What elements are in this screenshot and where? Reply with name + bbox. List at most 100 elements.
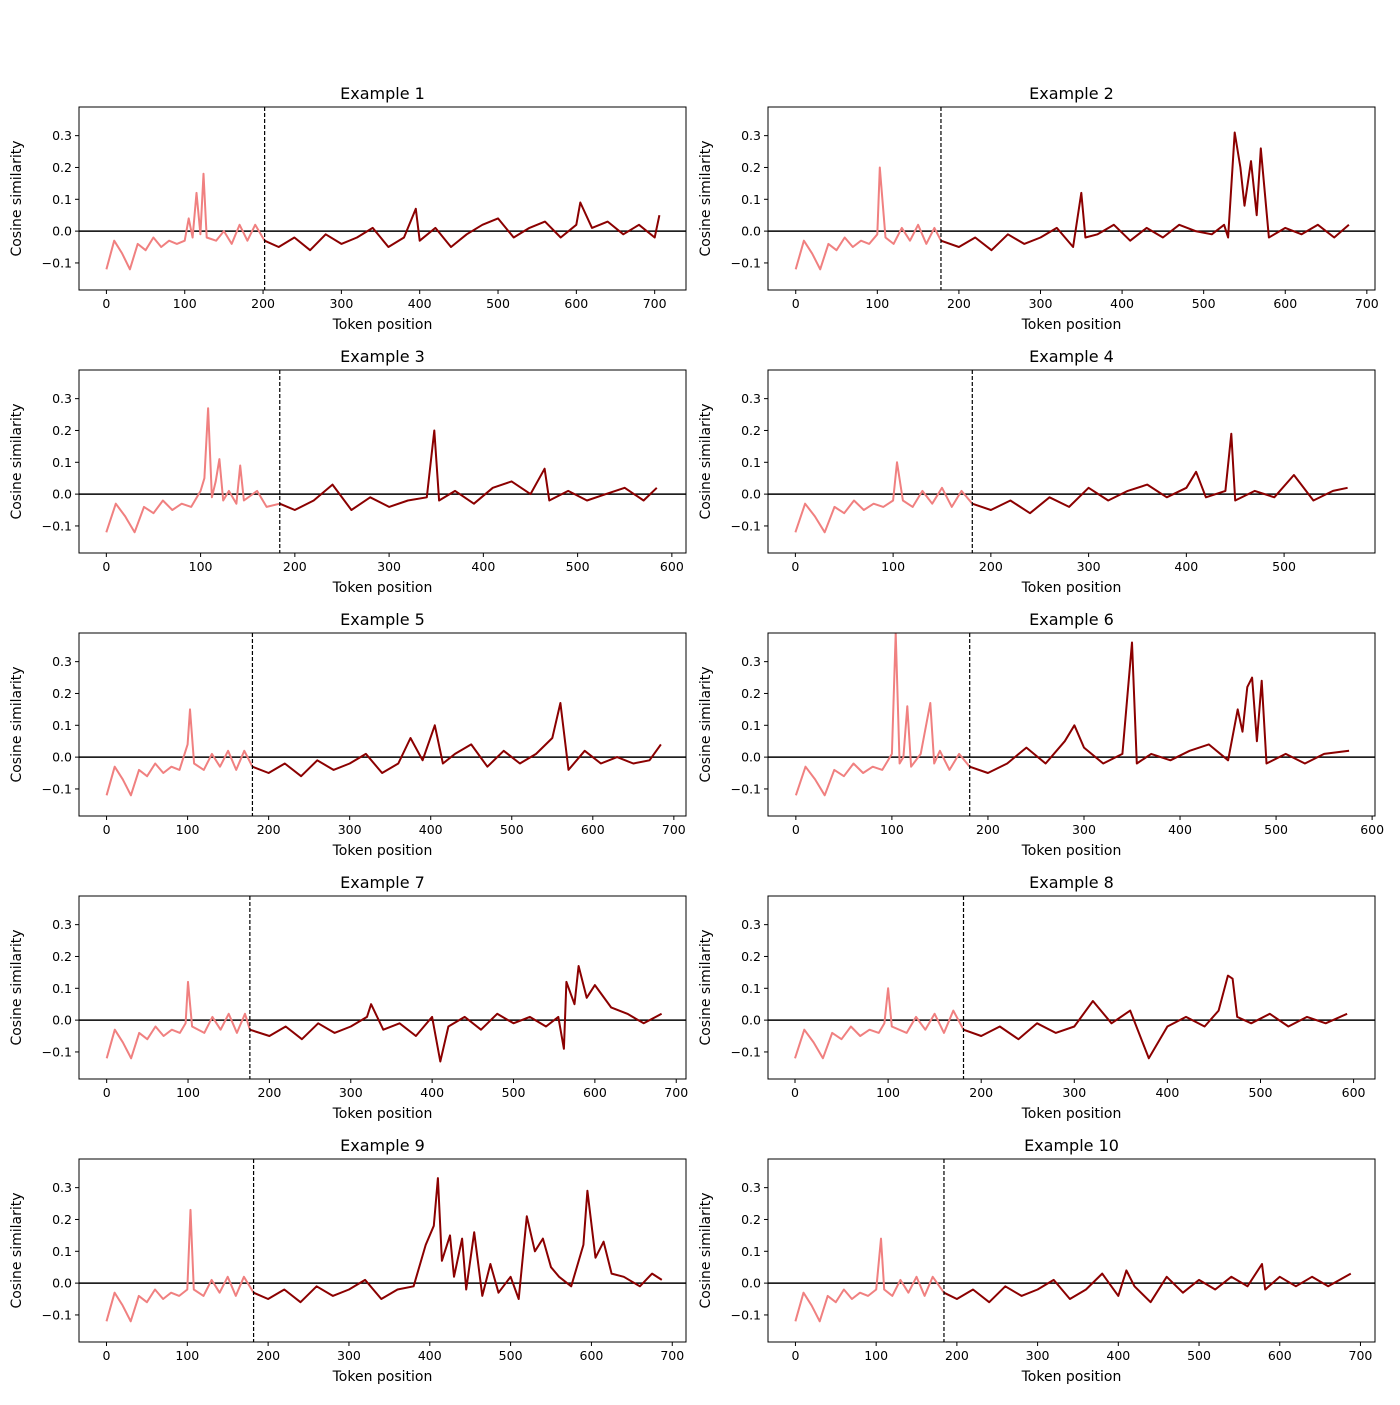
panel-10-xtick-label: 300 bbox=[1026, 1348, 1050, 1363]
panel-8-plot-area bbox=[768, 896, 1375, 1079]
panel-4-y-axis-label: Cosine similarity bbox=[698, 403, 714, 519]
panel-4-xtick-label: 200 bbox=[979, 559, 1003, 574]
panel-4-ytick-label: 0.3 bbox=[741, 391, 761, 406]
panel-1-ytick-label: 0.0 bbox=[52, 224, 72, 239]
panel-1-xtick-label: 700 bbox=[643, 296, 667, 311]
panel-7-prompt-series-line bbox=[105, 980, 251, 1060]
panel-4-ytick-label: 0.0 bbox=[741, 487, 761, 502]
panel-5-xtick-label: 300 bbox=[338, 822, 362, 837]
panel-6-x-axis-label: Token position bbox=[1021, 843, 1122, 859]
panel-4-response-series-line bbox=[971, 432, 1348, 515]
panel-10-xtick-label: 500 bbox=[1187, 1348, 1211, 1363]
panel-7-plot-area bbox=[79, 896, 686, 1079]
panel-8-x-axis-label: Token position bbox=[1021, 1106, 1122, 1122]
panel-8-ytick-label: 0.2 bbox=[741, 949, 761, 964]
panel-8-xtick-label: 200 bbox=[969, 1085, 993, 1100]
panel-8-prompt-series-line bbox=[794, 987, 965, 1060]
panel-6-ytick-label: −0.1 bbox=[731, 781, 761, 796]
panel-6-axes-frame bbox=[767, 632, 1376, 817]
panel-10-xtick-label: 400 bbox=[1106, 1348, 1130, 1363]
panel-8: 0 100 200 300 400 500 600 −0.1 0.0 0.1 0.2 0.3 Examp… bbox=[698, 873, 1376, 1122]
panel-10-ytick-label: 0.2 bbox=[741, 1212, 761, 1227]
panel-9-xtick-label: 200 bbox=[256, 1348, 280, 1363]
panel-8-xtick-label: 600 bbox=[1342, 1085, 1366, 1100]
panel-10-ytick-label: 0.0 bbox=[741, 1276, 761, 1291]
panel-5: 0 100 200 300 400 500 600 700 −0.1 0.0 0.1 0.2 0.3 Ex… bbox=[9, 610, 687, 859]
panel-9-xtick-label: 600 bbox=[580, 1348, 604, 1363]
panel-2: 0 100 200 300 400 500 600 700 −0.1 0.0 0.1 0.2 0.3 Ex… bbox=[698, 84, 1379, 333]
panel-4-ytick-label: 0.2 bbox=[741, 423, 761, 438]
panel-9-x-axis-label: Token position bbox=[332, 1369, 433, 1385]
panel-10-axes-frame bbox=[767, 1158, 1376, 1343]
panel-4: 0 100 200 300 400 500 −0.1 0.0 0.1 0.2 0.3 Example … bbox=[698, 347, 1376, 596]
panel-6-y-axis-label: Cosine similarity bbox=[698, 666, 714, 782]
panel-7-axes-frame bbox=[78, 895, 687, 1080]
panel-9-prompt-series-line bbox=[105, 1208, 255, 1323]
panel-5-ytick-label: 0.0 bbox=[52, 750, 72, 765]
panel-2-xtick-label: 300 bbox=[1029, 296, 1053, 311]
panel-6-title: Example 6 bbox=[1029, 610, 1114, 629]
panel-5-title: Example 5 bbox=[340, 610, 425, 629]
panel-8-ytick-label: 0.0 bbox=[741, 1013, 761, 1028]
panel-4-xtick-label: 100 bbox=[881, 559, 905, 574]
panel-5-response-series-line bbox=[252, 702, 662, 778]
panel-2-ytick-label: 0.2 bbox=[741, 160, 761, 175]
panel-5-xtick-label: 600 bbox=[581, 822, 605, 837]
panel-4-xtick-label: 300 bbox=[1077, 559, 1101, 574]
panel-6-ytick-label: 0.2 bbox=[741, 686, 761, 701]
panel-3-axes-frame bbox=[78, 369, 687, 554]
panel-7-xtick-label: 700 bbox=[664, 1085, 688, 1100]
panel-1-xtick-label: 200 bbox=[251, 296, 275, 311]
panel-7-ytick-label: 0.0 bbox=[52, 1013, 72, 1028]
panel-5-xtick-label: 700 bbox=[662, 822, 686, 837]
panel-1-axes-frame bbox=[78, 106, 687, 291]
panel-4-xtick-label: 0 bbox=[791, 559, 799, 574]
panel-7-ytick-label: 0.3 bbox=[52, 917, 72, 932]
panel-2-ytick-label: −0.1 bbox=[731, 255, 761, 270]
panel-3: 0 100 200 300 400 500 600 −0.1 0.0 0.1 0.2 0.3 Examp… bbox=[9, 347, 687, 596]
panel-6-ytick-label: 0.1 bbox=[741, 718, 761, 733]
panel-3-xtick-label: 200 bbox=[283, 559, 307, 574]
panel-5-ytick-label: −0.1 bbox=[42, 781, 72, 796]
panel-6-xtick-label: 100 bbox=[880, 822, 904, 837]
panel-1-ytick-label: 0.3 bbox=[52, 128, 72, 143]
panel-3-x-axis-label: Token position bbox=[332, 580, 433, 596]
panel-10-ytick-label: 0.3 bbox=[741, 1180, 761, 1195]
panel-1-xtick-label: 0 bbox=[102, 296, 110, 311]
panel-10: 0 100 200 300 400 500 600 700 −0.1 0.0 0.1 0.2 0.3 Ex… bbox=[698, 1136, 1376, 1385]
panel-3-xtick-label: 400 bbox=[471, 559, 495, 574]
panel-10-xtick-label: 600 bbox=[1268, 1348, 1292, 1363]
panel-5-axes-frame bbox=[78, 632, 687, 817]
panel-8-xtick-label: 0 bbox=[791, 1085, 799, 1100]
panel-4-ytick-label: −0.1 bbox=[731, 518, 761, 533]
panel-10-y-axis-label: Cosine similarity bbox=[698, 1192, 714, 1308]
panel-5-prompt-series-line bbox=[105, 708, 254, 797]
panel-3-prompt-series-line bbox=[105, 407, 281, 534]
panel-5-ytick-label: 0.3 bbox=[52, 654, 72, 669]
panel-3-ytick-label: 0.2 bbox=[52, 423, 72, 438]
panel-3-response-series-line bbox=[279, 429, 658, 511]
panel-8-response-series-line bbox=[963, 974, 1348, 1060]
panel-5-x-axis-label: Token position bbox=[332, 843, 433, 859]
panel-9-xtick-label: 400 bbox=[418, 1348, 442, 1363]
panel-6-xtick-label: 300 bbox=[1072, 822, 1096, 837]
panel-8-xtick-label: 100 bbox=[876, 1085, 900, 1100]
panel-5-ytick-label: 0.2 bbox=[52, 686, 72, 701]
panel-3-ytick-label: 0.1 bbox=[52, 455, 72, 470]
panel-7-ytick-label: −0.1 bbox=[42, 1044, 72, 1059]
panel-8-axes-frame bbox=[767, 895, 1376, 1080]
panel-5-xtick-label: 500 bbox=[500, 822, 524, 837]
panel-7-xtick-label: 400 bbox=[420, 1085, 444, 1100]
panel-2-plot-area bbox=[768, 107, 1375, 290]
panel-2-xtick-label: 700 bbox=[1355, 296, 1379, 311]
panel-2-x-axis-label: Token position bbox=[1021, 317, 1122, 333]
panel-5-xtick-label: 0 bbox=[103, 822, 111, 837]
panel-7-ytick-label: 0.1 bbox=[52, 981, 72, 996]
panel-9-y-axis-label: Cosine similarity bbox=[9, 1192, 25, 1308]
panel-2-y-axis-label: Cosine similarity bbox=[698, 140, 714, 256]
panel-9-xtick-label: 300 bbox=[337, 1348, 361, 1363]
panel-5-plot-area bbox=[79, 633, 686, 816]
panel-8-ytick-label: 0.3 bbox=[741, 917, 761, 932]
panel-6-plot-area bbox=[768, 633, 1375, 816]
panel-5-xtick-label: 400 bbox=[419, 822, 443, 837]
